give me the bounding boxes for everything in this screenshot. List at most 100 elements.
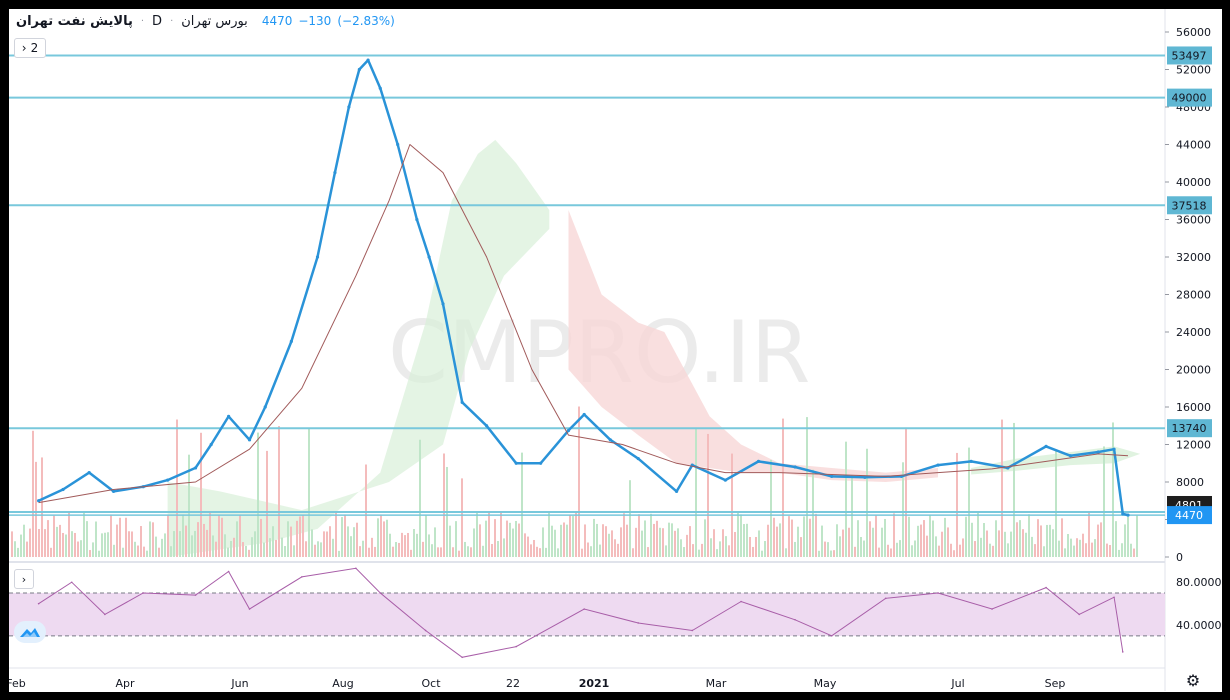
volume-bar — [227, 547, 229, 557]
volume-bar — [641, 530, 643, 557]
rsi-point — [637, 622, 640, 624]
rsi-point — [301, 576, 303, 578]
volume-bar — [527, 536, 529, 557]
volume-bar — [800, 537, 802, 557]
volume-bar — [203, 523, 205, 557]
volume-bar — [806, 417, 808, 557]
indicators-collapse-button[interactable]: › 2 — [14, 38, 46, 58]
volume-bar — [791, 519, 793, 557]
price-point — [484, 424, 489, 428]
volume-bar — [389, 533, 391, 557]
price-level-tag — [1167, 419, 1212, 438]
volume-bar — [725, 536, 727, 557]
volume-bar — [797, 526, 799, 557]
price-point — [514, 461, 518, 465]
volume-bar — [938, 545, 940, 557]
volume-bar — [899, 540, 901, 557]
chevron-right-icon: › — [21, 572, 27, 586]
price-point — [193, 466, 198, 470]
volume-bar — [830, 550, 832, 557]
volume-bar — [212, 535, 214, 557]
volume-bar — [1019, 520, 1021, 557]
price-point — [357, 67, 361, 72]
volume-bar — [818, 550, 820, 557]
volume-bar — [365, 464, 367, 557]
price-point — [756, 459, 761, 463]
volume-bar — [92, 542, 94, 557]
volume-bar — [926, 535, 928, 557]
volume-bar — [125, 517, 127, 557]
volume-bar — [17, 547, 19, 557]
volume-bar — [257, 432, 259, 557]
rsi-point — [104, 613, 106, 616]
volume-bar — [206, 529, 208, 557]
rsi-point — [991, 608, 993, 610]
volume-bar — [695, 428, 697, 557]
volume-bar — [131, 531, 133, 557]
price-point — [333, 171, 337, 175]
volume-bar — [518, 523, 520, 557]
rsi-collapse-button[interactable]: › — [14, 569, 34, 589]
volume-bar — [1103, 446, 1105, 557]
volume-bar — [965, 516, 967, 557]
volume-bar — [716, 549, 718, 557]
volume-bar — [209, 512, 211, 557]
volume-bar — [1010, 531, 1012, 557]
volume-bar — [488, 512, 490, 557]
volume-bar — [629, 480, 631, 557]
symbol-name[interactable]: پالایش نفت تهران — [16, 13, 133, 29]
volume-bar — [107, 532, 109, 557]
volume-bar — [875, 515, 877, 557]
volume-bar — [602, 524, 604, 557]
gear-icon[interactable]: ⚙ — [1185, 670, 1201, 690]
volume-bar — [458, 550, 460, 557]
time-axis-label: Oct — [421, 677, 441, 690]
frame-border-right — [1222, 0, 1230, 700]
volume-bar — [782, 418, 784, 557]
volume-bar — [632, 548, 634, 557]
volume-bar — [179, 531, 181, 557]
volume-bar — [479, 524, 481, 557]
volume-bar — [287, 521, 289, 557]
volume-bar — [218, 514, 220, 557]
volume-bar — [905, 427, 907, 557]
tradingview-logo-icon[interactable] — [14, 621, 46, 643]
volume-bar — [890, 548, 892, 557]
volume-bar — [653, 523, 655, 557]
volume-bar — [263, 542, 265, 557]
volume-bar — [962, 538, 964, 557]
rsi-point — [515, 645, 518, 648]
volume-bar — [533, 539, 535, 557]
volume-bar — [371, 537, 373, 557]
rsi-point — [830, 635, 833, 637]
volume-bar — [932, 520, 934, 557]
volume-bar — [356, 522, 358, 557]
volume-bar — [1004, 531, 1006, 557]
price-point — [1044, 444, 1048, 448]
separator-dot: · — [170, 15, 174, 27]
volume-bar — [1085, 543, 1087, 557]
volume-bar — [116, 524, 118, 557]
volume-bar — [986, 530, 988, 557]
volume-bar — [299, 516, 301, 557]
volume-bar — [380, 515, 382, 557]
volume-bar — [200, 432, 202, 557]
volume-bar — [110, 515, 112, 557]
volume-bar — [815, 513, 817, 557]
volume-bar — [935, 536, 937, 557]
volume-bar — [494, 519, 496, 557]
price-point — [674, 489, 679, 493]
volume-bar — [431, 544, 433, 557]
volume-bar — [353, 527, 355, 557]
volume-bar — [617, 543, 619, 557]
volume-bar — [11, 531, 13, 557]
volume-bar — [887, 544, 889, 557]
volume-bar — [1124, 524, 1126, 557]
interval-label[interactable]: D — [152, 13, 163, 29]
volume-bar — [1115, 521, 1117, 557]
symbol-header: پالایش نفت تهران · D · بورس تهران 4470 −… — [16, 12, 395, 30]
volume-bar — [710, 538, 712, 557]
price-point — [111, 489, 116, 493]
volume-bar — [911, 545, 913, 557]
